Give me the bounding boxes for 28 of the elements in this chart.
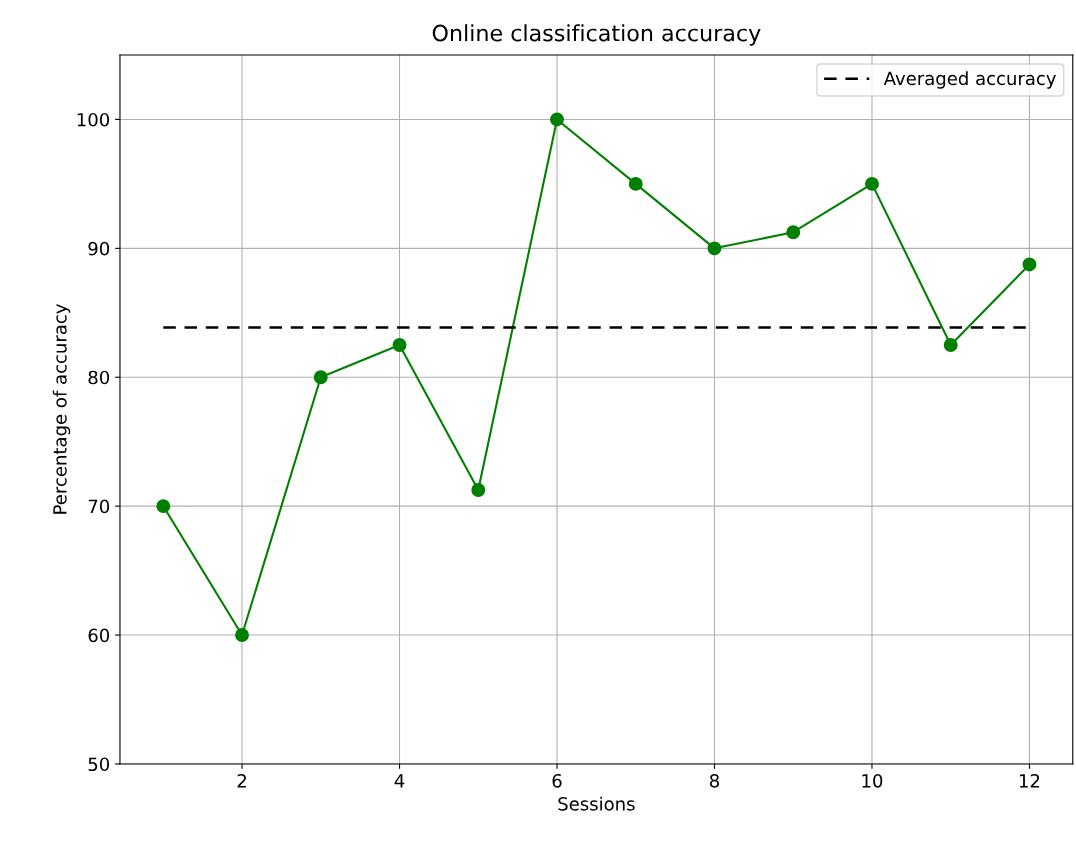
y-tick-label: 100: [77, 112, 110, 127]
point: [707, 241, 722, 256]
y-tick-label: 90: [88, 241, 110, 256]
point: [392, 338, 407, 352]
x-tick-label: 2: [237, 773, 246, 788]
point: [156, 499, 171, 514]
point: [1022, 257, 1037, 272]
x-tick-label: 12: [1019, 773, 1040, 788]
point: [471, 483, 486, 497]
chart-title: Online classification accuracy: [432, 24, 761, 46]
legend-label: Averaged accuracy: [883, 71, 1056, 89]
y-tick-label: 50: [88, 757, 110, 772]
point: [550, 112, 564, 127]
point: [235, 628, 249, 642]
y-tick-label: 70: [88, 499, 110, 514]
point: [628, 176, 643, 191]
x-tick-label: 4: [394, 774, 405, 788]
y-tick-label: 80: [88, 370, 110, 385]
x-axis-title: Sessions: [558, 796, 635, 811]
x-tick-label: 6: [552, 773, 562, 788]
point: [786, 225, 801, 240]
y-tick-label: 60: [88, 628, 110, 643]
point: [865, 176, 879, 191]
point: [313, 370, 328, 385]
x-tick-label: 10: [862, 773, 883, 788]
x-tick-label: 8: [709, 773, 719, 788]
point: [943, 338, 958, 352]
y-axis-title: Percentage of accuracy: [52, 304, 71, 514]
